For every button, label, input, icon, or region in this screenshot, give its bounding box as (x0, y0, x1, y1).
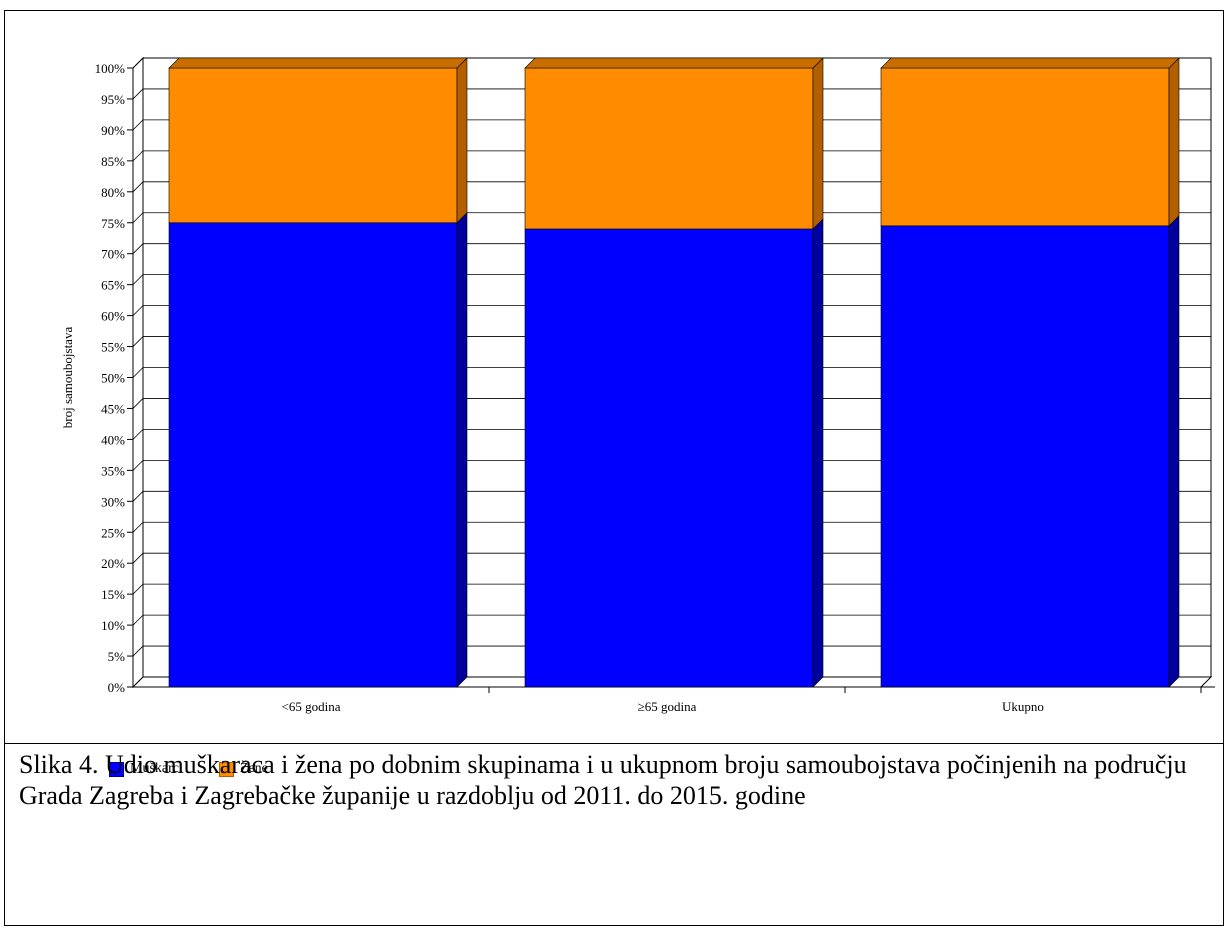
legend-swatch-women (218, 761, 234, 777)
gridline-side (132, 119, 144, 131)
y-tick-label: 70% (101, 247, 125, 262)
y-tick-label: 60% (101, 309, 125, 324)
y-tick-label: 0% (108, 680, 126, 695)
y-tick-label: 30% (101, 494, 125, 509)
bar-side (812, 57, 824, 230)
bar-segment (524, 67, 814, 230)
y-axis-label: broj samoubojstava (60, 327, 75, 429)
bar-side (812, 218, 824, 688)
legend-item-women: Žene (218, 761, 268, 777)
x-tick-label: <65 godina (282, 699, 341, 714)
gridline-side (132, 614, 144, 626)
bar-side (1168, 57, 1180, 227)
gridline-side (132, 57, 144, 69)
legend-item-men: Muškarci (109, 761, 183, 777)
y-tick-label: 50% (101, 371, 125, 386)
gridline-side (132, 243, 144, 254)
stacked-bar-chart: 0% 5% 10% 15% 20% 25% 30% 35% 40% 45% 50% 55% 60% 65%… (60, 56, 1215, 714)
gridline-side (132, 645, 144, 657)
legend-swatch-men (109, 761, 124, 777)
y-tick-label: 75% (101, 216, 125, 231)
y-tick-label: 85% (101, 154, 125, 169)
gridline-side (132, 491, 144, 502)
y-tick-label: 80% (101, 185, 125, 200)
bar-side (1168, 215, 1180, 688)
bar-side (456, 57, 468, 224)
x-tick-label: Ukupno (1002, 699, 1044, 714)
gridline-side (132, 552, 144, 564)
gridline-side (132, 367, 144, 378)
bar-top (524, 57, 824, 69)
y-tick-label: 25% (101, 525, 125, 540)
figure-frame: 0% 5% 10% 15% 20% 25% 30% 35% 40% 45% 50% 55% 60% 65%… (4, 10, 1224, 926)
chart-area: 0% 5% 10% 15% 20% 25% 30% 35% 40% 45% 50% 55% 60% 65%… (5, 11, 1223, 777)
y-tick-label: 55% (101, 340, 125, 355)
y-tick-label: 10% (101, 618, 125, 633)
bar-segment (880, 67, 1170, 227)
legend: Muškarci Žene (109, 761, 268, 777)
gridline-side (132, 305, 144, 316)
bar-side (456, 212, 468, 688)
bar-top (168, 57, 468, 69)
gridline-side (132, 521, 144, 533)
y-tick-label: 15% (101, 587, 125, 602)
gridline-side (132, 336, 144, 347)
y-tick-label: 35% (101, 463, 125, 478)
bar-segment (524, 228, 814, 688)
y-tick-label: 45% (101, 401, 125, 416)
bar-segment (168, 67, 458, 224)
gridline-side (132, 583, 144, 595)
gridline-side (132, 181, 144, 193)
gridline-side (132, 274, 144, 285)
y-tick-label: 20% (101, 556, 125, 571)
bar-segment (168, 222, 458, 688)
gridline-side (132, 150, 144, 162)
bar-top (880, 57, 1180, 69)
gridline-side (132, 429, 144, 440)
legend-label-men: Muškarci (130, 761, 183, 776)
y-tick-label: 5% (108, 649, 126, 664)
gridline-side (132, 398, 144, 409)
bar-segment (880, 225, 1170, 688)
figure-caption: Slika 4. Udio muškaraca i žena po dobnim… (19, 750, 1187, 810)
x-tick-label: ≥65 godina (638, 699, 697, 714)
gridline-side (132, 460, 144, 471)
y-tick-label: 95% (101, 92, 125, 107)
y-tick-label: 65% (101, 278, 125, 293)
gridline-side (132, 88, 144, 100)
y-tick-label: 100% (95, 61, 126, 76)
legend-label-women: Žene (239, 761, 268, 776)
gridline-side (132, 212, 144, 224)
y-tick-label: 90% (101, 123, 125, 138)
y-tick-label: 40% (101, 432, 125, 447)
